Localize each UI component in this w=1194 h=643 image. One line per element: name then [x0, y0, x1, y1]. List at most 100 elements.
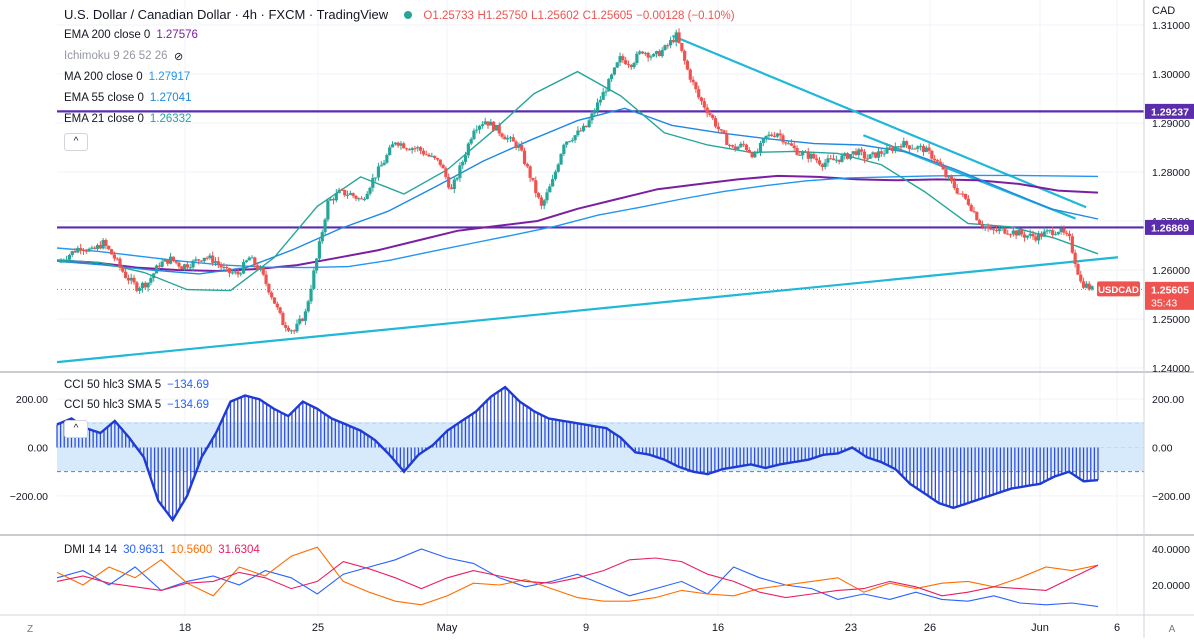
candle-body [556, 164, 560, 172]
candle-body [70, 251, 74, 256]
candle-body [222, 267, 226, 269]
candle-body [329, 199, 333, 201]
candle-body [1042, 231, 1046, 237]
candle-body [750, 152, 754, 158]
cci-tick-label-right: 0.00 [1152, 443, 1173, 455]
candle-body [1051, 230, 1055, 236]
candle-body [683, 50, 687, 61]
time-tick-label: 16 [712, 622, 724, 634]
candle-body [503, 136, 507, 140]
legend-ma200[interactable]: MA 200 close 0 1.27917 [64, 70, 190, 84]
candle-body [242, 261, 246, 274]
time-tick-label: 25 [312, 622, 324, 634]
symbol-title[interactable]: U.S. Dollar / Canadian Dollar · 4h · FXC… [64, 7, 389, 22]
candle-body [143, 282, 147, 288]
time-tick-label: 23 [845, 622, 857, 634]
candle-body [786, 143, 791, 145]
candle-body [376, 166, 381, 178]
candle-body [211, 255, 215, 263]
candle-body [545, 192, 549, 201]
candle-body [447, 176, 451, 188]
candle-body [730, 145, 735, 147]
candle-body [963, 193, 968, 199]
legend-ichimoku[interactable]: Ichimoku 9 26 52 26 [64, 49, 168, 63]
candle-body [312, 270, 316, 289]
legend-ema200[interactable]: EMA 200 close 0 1.27576 [64, 28, 198, 42]
candle-body [1070, 236, 1074, 253]
eye-off-icon[interactable]: ⊘ [174, 51, 184, 63]
candle-body [374, 177, 378, 179]
candle-body [860, 149, 864, 152]
candle-body [323, 219, 327, 233]
collapse-cci-legend-button[interactable]: ^ [64, 420, 88, 438]
candle-body [716, 126, 720, 130]
candle-body [778, 133, 782, 136]
candle-body [455, 178, 459, 180]
candle-body [1028, 233, 1032, 236]
candle-body [511, 137, 515, 142]
dmi-legend[interactable]: DMI 14 14 30.9631 10.5600 31.6304 [64, 543, 260, 557]
candle-body [626, 64, 631, 66]
candle-body [475, 129, 479, 131]
candle-body [124, 271, 128, 278]
candle-body [194, 259, 198, 261]
candle-body [612, 67, 617, 75]
candle-body [857, 149, 861, 155]
chart-header: U.S. Dollar / Canadian Dollar · 4h · FXC… [64, 7, 735, 22]
candle-body [1081, 281, 1086, 288]
candle-body [208, 255, 212, 258]
candle-body [160, 261, 164, 267]
cci-legend-1[interactable]: CCI 50 hlc3 SMA 5 −134.69 [64, 378, 209, 392]
market-status-icon [403, 11, 412, 19]
candle-body [359, 198, 364, 200]
price-tick-label: 1.26000 [1152, 265, 1190, 277]
candle-body [986, 226, 990, 229]
candle-body [1039, 233, 1044, 237]
candle-body [601, 91, 605, 100]
collapse-legend-button[interactable]: ^ [64, 133, 88, 151]
candle-body [205, 257, 209, 259]
price-tick-label: 1.29000 [1152, 118, 1190, 130]
candle-body [382, 162, 386, 166]
legend-value: 1.27576 [156, 29, 198, 41]
candle-body [444, 168, 448, 177]
candle-body [955, 187, 959, 194]
candle-body [95, 245, 100, 249]
dmi-pane [56, 546, 1099, 608]
candle-body [483, 121, 487, 125]
candle-body [851, 151, 855, 155]
candle-body [798, 154, 802, 156]
candle-body [562, 144, 566, 154]
price-tick-label: 1.30000 [1152, 69, 1190, 81]
candle-body [978, 220, 982, 225]
legend-ema55[interactable]: EMA 55 close 0 1.27041 [64, 91, 191, 105]
candle-body [1084, 283, 1088, 288]
price-badge-text: 1.29237 [1151, 106, 1189, 118]
candle-body [1031, 233, 1035, 237]
candle-body [784, 142, 788, 144]
candle-body [500, 133, 504, 137]
candle-body [295, 323, 299, 332]
time-tick-label: 6 [1114, 622, 1120, 634]
candle-body [820, 164, 824, 167]
candle-body [972, 211, 976, 213]
candle-body [919, 145, 923, 147]
candle-body [494, 124, 499, 131]
main-grid [57, 0, 1144, 615]
candle-body [98, 245, 102, 249]
cci-legend-2[interactable]: CCI 50 hlc3 SMA 5 −134.69 [64, 398, 209, 412]
candle-body [65, 259, 69, 261]
candle-body [952, 181, 956, 188]
candle-body [744, 144, 749, 150]
candle-body [138, 288, 142, 291]
legend-value: −134.69 [167, 379, 210, 391]
time-tick-label: 26 [924, 622, 936, 634]
candle-body [1065, 232, 1069, 234]
candle-body [669, 40, 673, 46]
candle-body [890, 148, 895, 152]
legend-ema21[interactable]: EMA 21 close 0 1.26332 [64, 112, 191, 126]
candle-body [756, 151, 760, 153]
candle-body [610, 74, 614, 80]
